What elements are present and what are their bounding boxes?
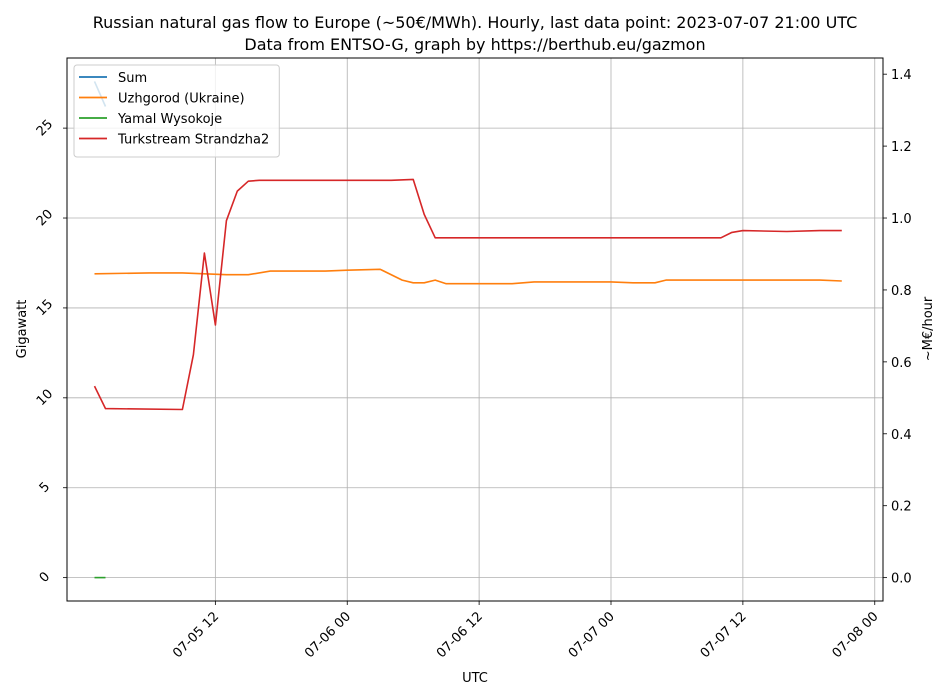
y2-tick-label: 0.4: [891, 428, 912, 443]
y2-tick-label: 0.8: [891, 284, 912, 299]
legend-label: Yamal Wysokoje: [117, 112, 222, 127]
plot-frame: [66, 57, 884, 602]
legend-box: [73, 64, 280, 158]
y2-axis-label: ~M€/hour: [921, 296, 936, 361]
y2-tick-label: 1.0: [891, 212, 912, 227]
y-axis-label: Gigawatt: [15, 300, 30, 359]
y2-tick-label: 1.4: [891, 68, 912, 83]
legend-label: Turkstream Strandzha2: [117, 133, 269, 148]
legend-label: Uzhgorod (Ukraine): [118, 92, 245, 107]
chart-title: Russian natural gas flow to Europe (~50€…: [93, 13, 858, 32]
y2-tick-label: 0.2: [891, 500, 912, 515]
series-line-turkstream-strandzha2: [93, 178, 842, 411]
y-axis-right: 0.0 0.2 0.4 0.6 0.8 1.0 1.2 1.4: [883, 68, 912, 587]
series-line-uzhgorod-ukraine: [94, 268, 842, 285]
x-axis-label: UTC: [462, 671, 488, 686]
chart-subtitle: Data from ENTSO-G, graph by https://bert…: [244, 35, 705, 54]
legend: Sum Uzhgorod (Ukraine) Yamal Wysokoje Turks…: [73, 64, 280, 158]
grid: [67, 58, 883, 601]
legend-label: Sum: [118, 71, 147, 86]
y2-tick-label: 0.6: [891, 356, 912, 371]
y2-tick-label: 1.2: [891, 140, 912, 155]
y2-tick-label: 0.0: [891, 572, 912, 587]
